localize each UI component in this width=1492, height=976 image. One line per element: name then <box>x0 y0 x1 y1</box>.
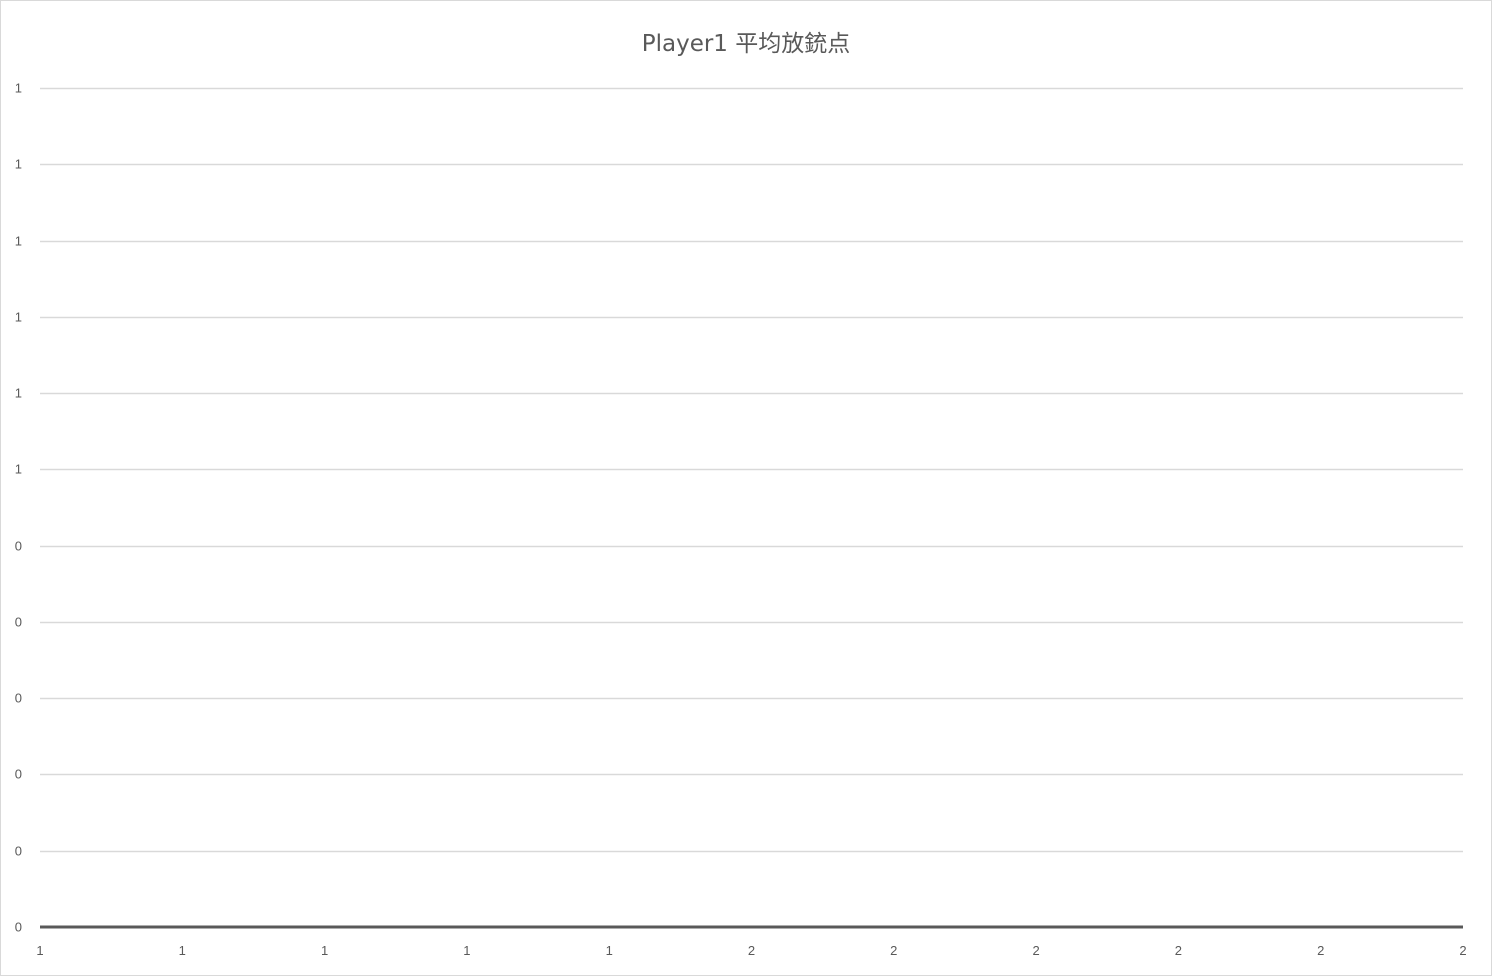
y-tick-label: 1 <box>15 386 22 401</box>
x-tick-label: 1 <box>179 943 186 958</box>
x-tick-label: 2 <box>1032 943 1039 958</box>
y-tick-label: 1 <box>15 81 22 96</box>
y-tick-label: 1 <box>15 157 22 172</box>
x-tick-label: 1 <box>321 943 328 958</box>
y-tick-label: 1 <box>15 310 22 325</box>
gridlines <box>40 87 1463 853</box>
y-tick-label: 0 <box>15 767 22 782</box>
y-tick-label: 0 <box>15 844 22 859</box>
x-tick-label: 1 <box>36 943 43 958</box>
y-axis-ticks: 0 0 0 0 0 0 1 1 1 1 1 1 <box>15 81 22 935</box>
chart-title: Player1 平均放銃点 <box>641 31 851 57</box>
x-tick-label: 2 <box>890 943 897 958</box>
y-tick-label: 1 <box>15 234 22 249</box>
x-tick-label: 1 <box>606 943 613 958</box>
x-tick-label: 2 <box>748 943 755 958</box>
x-tick-label: 2 <box>1459 943 1466 958</box>
x-tick-label: 2 <box>1175 943 1182 958</box>
y-tick-label: 1 <box>15 462 22 477</box>
y-tick-label: 0 <box>15 920 22 935</box>
y-tick-label: 0 <box>15 615 22 630</box>
y-tick-label: 0 <box>15 691 22 706</box>
x-tick-label: 2 <box>1317 943 1324 958</box>
x-axis-ticks: 1 1 1 1 1 2 2 2 2 2 2 <box>36 943 1466 958</box>
x-tick-label: 1 <box>463 943 470 958</box>
y-tick-label: 0 <box>15 539 22 554</box>
